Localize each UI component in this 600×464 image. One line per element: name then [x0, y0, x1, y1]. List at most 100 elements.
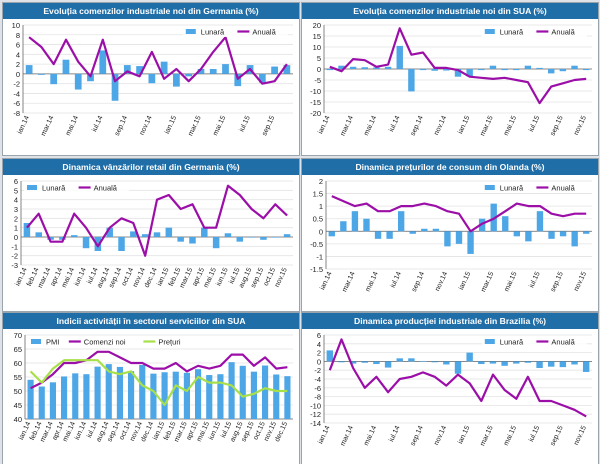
legend-label: Prețuri: [158, 338, 180, 347]
y-tick-label: -20: [310, 109, 321, 118]
bar: [326, 69, 334, 71]
y-tick-label: -2: [314, 366, 321, 375]
bar: [326, 350, 334, 362]
series-line: [30, 350, 288, 390]
bar: [467, 231, 474, 254]
bar: [361, 361, 368, 363]
bar: [260, 237, 267, 240]
bar: [501, 361, 508, 366]
bar: [419, 360, 427, 362]
bar: [148, 73, 156, 84]
bar: [571, 361, 578, 365]
legend-label: Anuală: [551, 28, 575, 37]
bar: [373, 67, 380, 69]
bar: [524, 65, 532, 69]
bar: [373, 361, 380, 365]
legend-label: Anuală: [252, 28, 276, 37]
x-tick-label: ian.15: [457, 115, 471, 135]
y-tick-label: 4: [16, 50, 20, 59]
bar: [236, 237, 244, 242]
chart-panel-1: Evoluția comenzilor industriale noi din …: [2, 2, 300, 156]
bar: [25, 65, 33, 74]
bar: [94, 237, 102, 251]
bar: [70, 235, 78, 237]
bar: [111, 73, 119, 101]
bar: [195, 369, 202, 419]
bar: [361, 67, 368, 69]
bar: [150, 373, 157, 419]
bar: [123, 65, 131, 74]
y-tick-label: -8: [13, 109, 20, 118]
x-tick-label: sep.14: [410, 425, 425, 447]
bar: [444, 231, 451, 247]
x-tick-label: mar.14: [340, 115, 355, 137]
bar: [548, 69, 555, 74]
bar: [408, 69, 415, 92]
y-tick-label: -4: [314, 375, 321, 384]
y-tick-label: -15: [310, 98, 321, 107]
bar: [548, 361, 555, 367]
legend-swatch: [31, 339, 41, 344]
bar: [443, 361, 450, 365]
series-line: [29, 359, 288, 407]
bar: [513, 361, 520, 364]
bar: [409, 231, 416, 234]
x-tick-label: mai.15: [503, 271, 518, 293]
y-tick-label: 1: [14, 224, 18, 233]
bar: [173, 73, 180, 87]
chart-panel-6: Dinamica producției industriale din Braz…: [301, 312, 599, 464]
x-tick-label: mai.15: [212, 115, 227, 137]
y-tick-label: 3: [14, 205, 18, 214]
x-tick-label: iul.15: [528, 115, 541, 133]
y-tick-label: 55: [14, 373, 22, 382]
bar: [328, 231, 335, 237]
y-tick-label: -1: [11, 242, 18, 251]
bar: [248, 237, 255, 238]
bar: [99, 50, 107, 74]
legend-label: Anuală: [551, 184, 575, 193]
bar: [284, 376, 291, 419]
x-tick-label: mai.14: [363, 425, 378, 447]
bar: [431, 69, 438, 71]
bar: [489, 361, 497, 364]
legend-label: PMI: [46, 338, 59, 347]
x-tick-label: iul.15: [528, 271, 541, 289]
y-tick-label: 5: [14, 186, 18, 195]
x-tick-label: nov.14: [433, 425, 448, 447]
bar: [228, 362, 235, 419]
y-tick-label: -3: [11, 261, 18, 270]
y-tick-label: 8: [16, 31, 20, 40]
bar: [74, 73, 82, 90]
x-tick-label: mar.14: [341, 271, 356, 293]
legend-label: Anuală: [551, 338, 575, 347]
y-tick-label: -1.5: [310, 265, 323, 274]
bar: [183, 372, 190, 419]
x-tick-label: mar.15: [479, 425, 494, 447]
y-tick-label: 60: [14, 359, 22, 368]
bar: [478, 218, 486, 232]
x-tick-label: mar.15: [480, 271, 495, 293]
bar: [559, 231, 567, 237]
bar: [118, 237, 125, 251]
x-tick-label: iul.14: [91, 115, 104, 133]
x-tick-label: mai.14: [363, 115, 378, 137]
legend-bg: [24, 182, 130, 193]
bar: [396, 45, 403, 69]
bar: [421, 228, 428, 232]
bar: [536, 361, 543, 368]
bar: [443, 69, 450, 71]
x-tick-label: nov.15: [573, 425, 588, 447]
x-tick-label: nov.14: [434, 271, 449, 293]
bar: [397, 211, 405, 232]
chart-panel-4: Dinamica prețurilor de consum din Olanda…: [301, 158, 599, 312]
x-tick-label: iul.14: [390, 271, 403, 289]
bar: [38, 73, 45, 75]
bar: [27, 379, 34, 419]
bar: [161, 372, 168, 419]
bar: [105, 364, 112, 419]
bar: [489, 65, 497, 69]
bar: [83, 374, 90, 419]
